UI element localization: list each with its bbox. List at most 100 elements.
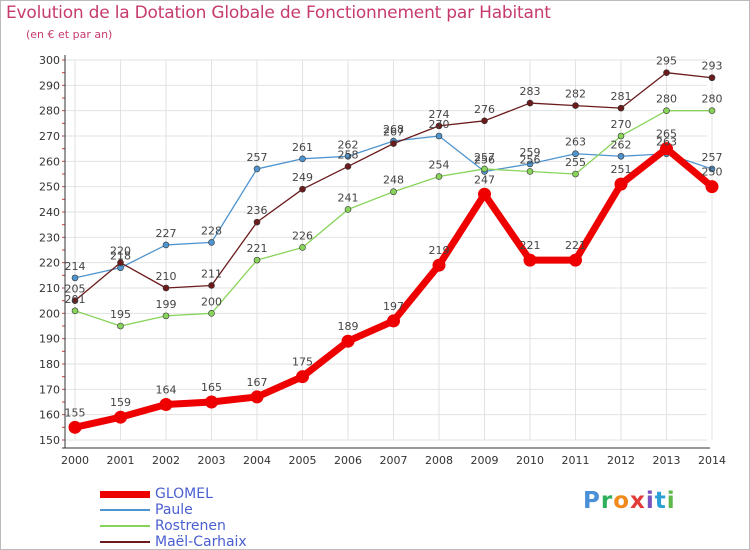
point-ma-l-carhaix: [390, 140, 397, 147]
x-tick-label: 2002: [152, 454, 180, 467]
point-ma-l-carhaix: [208, 282, 215, 289]
point-paule: [253, 165, 261, 173]
y-tick-label: 160: [39, 409, 60, 422]
point-glomel: [660, 142, 673, 156]
point-ma-l-carhaix: [117, 259, 124, 266]
point-ma-l-carhaix: [253, 218, 261, 226]
chart-subtitle: (en € et par an): [26, 28, 113, 41]
data-label-glomel: 221: [565, 239, 586, 252]
point-ma-l-carhaix: [663, 69, 670, 76]
point-paule: [208, 239, 215, 246]
data-label-ma-l-carhaix: 267: [383, 126, 404, 139]
data-label-rostrenen: 201: [65, 293, 86, 306]
y-tick-label: 220: [39, 257, 60, 270]
x-tick-label: 2010: [516, 454, 544, 467]
point-rostrenen: [71, 307, 79, 315]
y-tick-label: 280: [39, 105, 60, 118]
point-ma-l-carhaix: [344, 163, 352, 170]
logo-letter: i: [645, 488, 655, 514]
data-label-paule: 256: [474, 153, 495, 166]
data-label-rostrenen: 248: [383, 174, 404, 187]
data-label-paule: 259: [520, 146, 541, 159]
point-ma-l-carhaix: [481, 117, 488, 125]
data-label-ma-l-carhaix: 295: [656, 55, 677, 68]
data-label-rostrenen: 256: [520, 153, 541, 166]
point-rostrenen: [299, 244, 306, 251]
y-tick-label: 180: [39, 358, 60, 371]
data-label-ma-l-carhaix: 276: [474, 103, 495, 116]
x-tick-label: 2006: [334, 454, 362, 467]
y-tick-label: 210: [39, 282, 60, 295]
data-label-ma-l-carhaix: 211: [201, 267, 222, 280]
point-ma-l-carhaix: [708, 74, 716, 82]
data-label-ma-l-carhaix: 210: [156, 270, 177, 283]
data-label-glomel: 155: [65, 406, 86, 419]
x-tick-label: 2014: [698, 454, 726, 467]
x-tick-label: 2009: [471, 454, 499, 467]
x-tick-label: 2001: [107, 454, 135, 467]
point-rostrenen: [208, 310, 215, 317]
data-label-glomel: 159: [110, 396, 131, 409]
legend-swatch-glomel: [100, 491, 150, 498]
data-label-rostrenen: 221: [247, 242, 268, 255]
point-rostrenen: [481, 165, 488, 173]
x-tick-label: 2008: [425, 454, 453, 467]
y-tick-label: 290: [39, 79, 60, 92]
data-label-paule: 263: [656, 136, 677, 149]
y-tick-label: 260: [39, 155, 60, 168]
data-label-glomel: 189: [338, 320, 359, 333]
data-label-ma-l-carhaix: 236: [247, 204, 268, 217]
logo-letter: x: [630, 488, 646, 514]
x-tick-label: 2007: [380, 454, 408, 467]
data-label-ma-l-carhaix: 283: [520, 85, 541, 98]
data-label-paule: 262: [611, 138, 632, 151]
logo-letter: t: [654, 488, 667, 514]
x-tick-label: 2011: [562, 454, 590, 467]
point-ma-l-carhaix: [162, 284, 170, 292]
data-label-paule: 218: [110, 250, 131, 263]
data-label-ma-l-carhaix: 281: [611, 90, 632, 103]
data-label-paule: 261: [292, 141, 313, 154]
point-glomel: [432, 258, 446, 272]
y-tick-label: 270: [39, 130, 60, 143]
data-label-paule: 214: [65, 260, 86, 273]
series-group: [68, 69, 719, 434]
point-paule: [344, 152, 352, 160]
data-label-rostrenen: 200: [201, 295, 222, 308]
y-tick-labels: 150 160 170 180 190 200 210 220 230 240 250 260 270 2…: [39, 54, 60, 447]
point-ma-l-carhaix: [435, 122, 443, 130]
data-label-ma-l-carhaix: 274: [429, 108, 450, 121]
data-label-paule: 262: [338, 138, 359, 151]
point-ma-l-carhaix: [572, 102, 579, 109]
data-label-paule: 227: [156, 227, 177, 240]
point-rostrenen: [390, 188, 397, 196]
y-tick-label: 230: [39, 231, 60, 244]
logo-letter: i: [666, 488, 676, 514]
point-rostrenen: [526, 168, 534, 175]
data-label-glomel: 164: [156, 384, 177, 397]
point-paule: [435, 132, 443, 140]
data-label-glomel: 251: [611, 163, 632, 176]
y-tick-label: 250: [39, 181, 60, 194]
x-tick-label: 2013: [653, 454, 681, 467]
data-label-rostrenen: 255: [565, 156, 586, 169]
y-tick-label: 190: [39, 333, 60, 346]
y-tick-label: 240: [39, 206, 60, 219]
y-tick-label: 170: [39, 383, 60, 396]
legend-label-ma-l-carhaix: Maël-Carhaix: [155, 534, 247, 550]
data-label-glomel: 250: [702, 166, 723, 179]
point-paule: [526, 160, 534, 168]
legend-label-rostrenen: Rostrenen: [155, 518, 226, 534]
x-tick-label: 2000: [61, 454, 89, 467]
data-label-paule: 268: [383, 123, 404, 136]
point-paule: [617, 152, 625, 160]
point-glomel: [614, 177, 628, 191]
point-rostrenen: [663, 107, 670, 114]
x-tick-label: 2005: [289, 454, 317, 467]
point-ma-l-carhaix: [71, 297, 79, 304]
data-label-paule: 263: [565, 136, 586, 149]
y-tick-label: 150: [39, 434, 60, 447]
data-label-rostrenen: 270: [611, 118, 632, 131]
point-glomel: [296, 370, 309, 384]
